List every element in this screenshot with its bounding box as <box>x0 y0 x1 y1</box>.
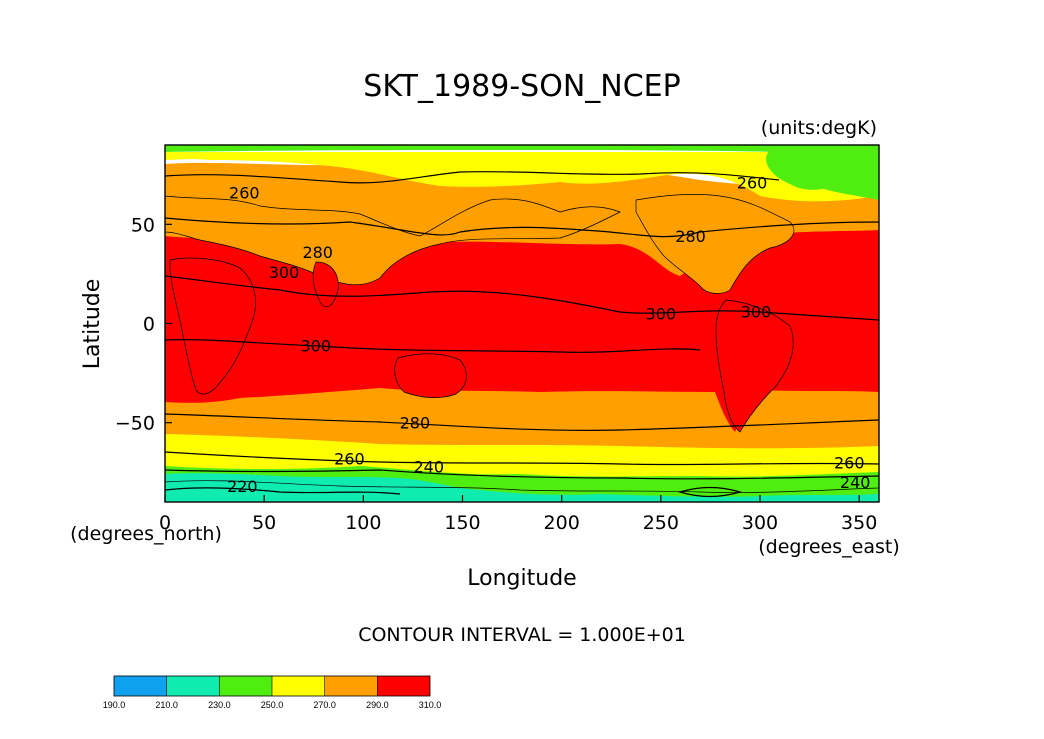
south-america-land <box>715 299 794 433</box>
x-tick-label: 200 <box>544 512 580 534</box>
contour-label: 260 <box>834 453 865 472</box>
north-america-land <box>635 193 795 294</box>
y-axis-ticks: 50 0 −50 <box>115 214 172 435</box>
colorbar-swatch <box>114 676 167 696</box>
contour-label: 240 <box>414 457 445 476</box>
colorbar-tick-label: 190.0 <box>103 700 126 710</box>
x-tick-label: 50 <box>252 512 276 534</box>
x-tick-label: 350 <box>841 512 877 534</box>
band-210-230-south <box>165 473 879 502</box>
antarctica-land <box>165 480 879 493</box>
x-unit-left: (degrees_north) <box>70 523 222 545</box>
band-250-270-north <box>165 152 879 202</box>
colorbar: 190.0 210.0 230.0 250.0 270.0 290.0 310.0 <box>103 675 442 710</box>
colorbar-swatch <box>272 676 325 696</box>
contour-label: 260 <box>737 174 768 193</box>
contour-label: 280 <box>302 243 333 262</box>
x-tick-label: 0 <box>159 512 171 534</box>
contour-interval: CONTOUR INTERVAL = 1.000E+01 <box>358 624 686 646</box>
contour-label: 300 <box>300 336 331 355</box>
colorbar-tick-label: 310.0 <box>419 700 442 710</box>
colorbar-tick-label: 290.0 <box>366 700 389 710</box>
x-axis-ticks: 0 50 100 150 200 250 300 350 <box>159 495 877 534</box>
africa-land <box>169 257 256 395</box>
contour-lines <box>165 170 879 498</box>
contour-label: 300 <box>646 305 677 324</box>
chart-title: SKT_1989-SON_NCEP <box>363 69 680 104</box>
contour-label: 300 <box>269 263 300 282</box>
x-tick-label: 300 <box>742 512 778 534</box>
colorbar-swatch <box>166 676 220 696</box>
x-tick-label: 250 <box>643 512 679 534</box>
x-unit-right: (degrees_east) <box>758 536 900 558</box>
x-tick-label: 150 <box>444 512 480 534</box>
y-tick-label: 0 <box>143 314 155 336</box>
y-tick-label: −50 <box>115 413 155 435</box>
eurasia-land <box>165 195 621 286</box>
colorbar-tick-label: 230.0 <box>208 700 231 710</box>
colorbar-tick-label: 210.0 <box>155 700 178 710</box>
greenland-patch <box>766 148 879 190</box>
colorbar-swatch <box>324 676 378 696</box>
contour-label: 260 <box>334 449 365 468</box>
contour-label: 260 <box>229 184 260 203</box>
contour-label: 240 <box>840 473 871 492</box>
colorbar-tick-label: 270.0 <box>313 700 336 710</box>
y-tick-label: 50 <box>131 214 155 236</box>
units-label: (units:degK) <box>761 117 877 139</box>
y-axis-title: Latitude <box>80 279 105 370</box>
x-axis-title: Longitude <box>467 566 576 591</box>
contour-label: 300 <box>741 303 772 322</box>
colorbar-tick-label: 250.0 <box>261 700 284 710</box>
x-tick-label: 100 <box>345 512 381 534</box>
contour-label: 220 <box>227 477 258 496</box>
contour-label: 280 <box>675 227 706 246</box>
colorbar-swatch <box>377 676 430 696</box>
colorbar-swatch <box>219 676 272 696</box>
australia-land <box>394 353 467 398</box>
contour-label: 280 <box>400 414 431 433</box>
